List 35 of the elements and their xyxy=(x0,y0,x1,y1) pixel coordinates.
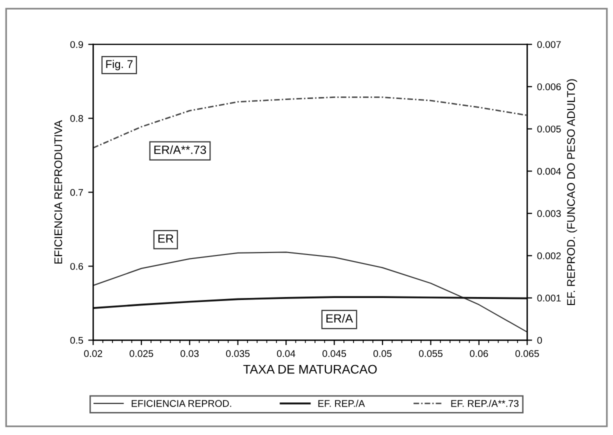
line-series xyxy=(93,296,528,309)
y2-tick-label: 0.004 xyxy=(537,168,561,175)
y2-tick-label: 0 xyxy=(537,336,542,344)
annotation: ER/A xyxy=(326,314,354,323)
y-tick-label: 0.6 xyxy=(70,262,84,270)
x-tick-label: 0.05 xyxy=(373,350,392,358)
y2-tick-label: 0.005 xyxy=(537,126,561,133)
y-tick-label: 0.5 xyxy=(70,336,84,344)
y2-axis-title: EF. REPROD. (FUNCAO DO PESO ADULTO) xyxy=(566,79,578,306)
y2-tick-label: 0.007 xyxy=(537,41,561,48)
legend-label: EF. REP./A**.73 xyxy=(451,400,519,407)
x-axis-title: TAXA DE MATURACAO xyxy=(243,364,377,374)
y2-tick-label: 0.001 xyxy=(537,294,561,302)
x-tick-label: 0.03 xyxy=(180,350,199,358)
y2-tick-label: 0.003 xyxy=(537,210,561,218)
x-tick-label: 0.055 xyxy=(418,350,442,358)
annotation: ER/A**.73 xyxy=(154,145,206,154)
y-tick-label: 0.8 xyxy=(70,115,84,122)
y-axis-title: EFICIENCIA REPRODUTIVA xyxy=(54,120,62,264)
x-tick-label: 0.02 xyxy=(84,350,102,358)
x-tick-label: 0.025 xyxy=(130,350,154,358)
x-tick-label: 0.04 xyxy=(276,350,296,358)
x-tick-label: 0.045 xyxy=(322,350,346,358)
y-tick-label: 0.7 xyxy=(70,189,83,196)
y-tick-label: 0.9 xyxy=(70,41,83,48)
x-tick-label: 0.06 xyxy=(470,350,488,358)
annotation: ER xyxy=(158,234,174,243)
legend-label: EF. REP./A xyxy=(318,400,365,407)
x-tick-label: 0.065 xyxy=(515,350,539,358)
y2-tick-label: 0.002 xyxy=(537,252,561,260)
legend-label: EFICIENCIA REPROD. xyxy=(132,400,232,407)
y2-tick-label: 0.006 xyxy=(537,83,561,90)
x-tick-label: 0.035 xyxy=(226,350,250,358)
line-series xyxy=(93,252,528,333)
annotation: Fig. 7 xyxy=(106,60,133,70)
